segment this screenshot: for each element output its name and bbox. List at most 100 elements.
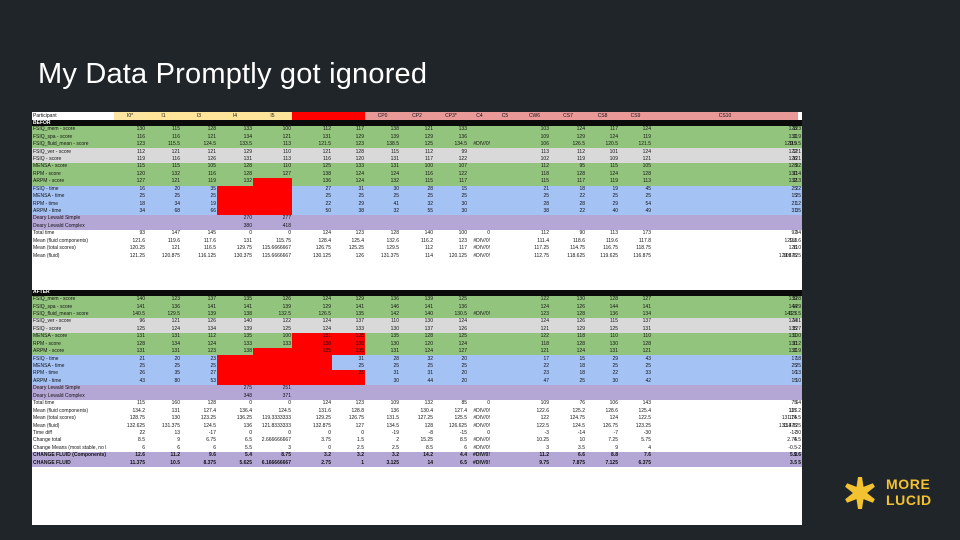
- table-cell[interactable]: 131.5: [386, 415, 399, 422]
- table-cell[interactable]: -19: [391, 429, 399, 436]
- table-cell[interactable]: 125.25: [348, 245, 364, 252]
- table-cell[interactable]: 20: [461, 370, 467, 377]
- table-cell[interactable]: [491, 326, 519, 333]
- table-cell[interactable]: 139: [282, 303, 291, 310]
- table-cell[interactable]: 130: [390, 325, 399, 332]
- table-cell[interactable]: 112: [425, 245, 433, 252]
- table-cell[interactable]: 140: [424, 310, 433, 317]
- table-cell[interactable]: 134.2: [132, 407, 145, 414]
- table-cell[interactable]: 112: [793, 340, 801, 347]
- table-cell[interactable]: 75: [791, 400, 797, 407]
- table-cell[interactable]: 418: [282, 222, 291, 229]
- table-cell[interactable]: 141: [424, 303, 433, 310]
- table-cell[interactable]: 124.75: [569, 415, 585, 422]
- table-cell[interactable]: 128: [243, 170, 252, 177]
- table-cell[interactable]: [468, 333, 491, 340]
- table-cell[interactable]: 15: [461, 185, 467, 192]
- table-cell[interactable]: 90: [579, 230, 585, 237]
- table-cell[interactable]: 130: [576, 296, 585, 303]
- table-cell[interactable]: 124: [322, 318, 331, 325]
- table-cell[interactable]: 137: [207, 296, 216, 303]
- table-cell[interactable]: 131: [171, 333, 180, 340]
- table-cell[interactable]: [586, 385, 619, 392]
- table-cell[interactable]: 105: [642, 163, 651, 170]
- table-cell[interactable]: 127: [136, 178, 145, 185]
- table-cell[interactable]: 116: [172, 133, 180, 140]
- table-cell[interactable]: 105: [207, 163, 216, 170]
- table-cell[interactable]: [491, 178, 519, 185]
- table-cell[interactable]: [491, 186, 519, 193]
- table-cell[interactable]: 270: [243, 215, 252, 222]
- table-cell[interactable]: 126: [788, 245, 797, 252]
- table-cell[interactable]: 121.6: [132, 237, 145, 244]
- row-label[interactable]: Mean (fluid): [33, 422, 60, 429]
- table-cell[interactable]: 132: [243, 178, 252, 185]
- table-cell[interactable]: [468, 186, 491, 193]
- column-header[interactable]: C4: [468, 112, 491, 120]
- table-cell[interactable]: 99: [461, 148, 467, 155]
- table-cell[interactable]: 132.6: [386, 237, 399, 244]
- table-cell[interactable]: 109.625: [782, 252, 801, 259]
- table-cell[interactable]: [687, 393, 802, 400]
- table-cell[interactable]: 140: [243, 318, 252, 325]
- table-cell[interactable]: 30: [461, 200, 467, 207]
- table-cell[interactable]: 126: [576, 303, 585, 310]
- table-cell[interactable]: 117: [425, 155, 433, 162]
- table-cell[interactable]: 127: [282, 170, 291, 177]
- table-cell[interactable]: [687, 223, 802, 230]
- table-cell[interactable]: 160: [171, 400, 180, 407]
- table-cell[interactable]: 143: [642, 400, 651, 407]
- table-cell[interactable]: [491, 163, 519, 170]
- table-cell[interactable]: 122: [788, 148, 797, 155]
- table-cell[interactable]: [468, 370, 491, 377]
- table-cell[interactable]: 100: [458, 230, 467, 237]
- table-cell[interactable]: 117.2: [788, 407, 801, 414]
- table-cell[interactable]: [586, 393, 619, 400]
- table-cell[interactable]: 113: [283, 155, 291, 162]
- table-cell[interactable]: 133: [243, 126, 252, 133]
- table-cell[interactable]: 20: [174, 355, 180, 362]
- row-label[interactable]: MENSA - score: [33, 333, 68, 340]
- column-header[interactable]: Participant: [32, 112, 114, 120]
- row-label[interactable]: CHANGE FLUID: [33, 459, 71, 466]
- table-cell[interactable]: 28: [393, 355, 399, 362]
- table-cell[interactable]: 136: [458, 133, 467, 140]
- table-cell[interactable]: 122: [540, 415, 549, 422]
- table-cell[interactable]: #DIV/0!: [473, 422, 490, 429]
- table-cell[interactable]: 275: [243, 385, 252, 392]
- table-cell[interactable]: 125: [609, 325, 618, 332]
- table-cell[interactable]: 146: [390, 303, 399, 310]
- table-cell[interactable]: 120.5: [605, 141, 618, 148]
- table-cell[interactable]: 0: [249, 230, 252, 237]
- row-label[interactable]: Mean (total scores): [33, 245, 76, 252]
- table-cell[interactable]: 141: [207, 303, 216, 310]
- table-cell[interactable]: 123: [792, 126, 801, 133]
- table-cell[interactable]: [332, 385, 365, 392]
- table-cell[interactable]: 121: [207, 148, 216, 155]
- table-cell[interactable]: [687, 385, 802, 392]
- table-cell[interactable]: 147: [171, 230, 180, 237]
- table-cell[interactable]: 131: [292, 333, 332, 341]
- table-cell[interactable]: [491, 333, 519, 340]
- row-label[interactable]: FSIQ - score: [33, 325, 62, 332]
- table-cell[interactable]: 140: [136, 296, 145, 303]
- table-cell[interactable]: 137: [424, 325, 433, 332]
- table-cell[interactable]: 6.375: [638, 459, 651, 466]
- table-cell[interactable]: 123: [355, 230, 364, 237]
- row-label[interactable]: FSIQ - time: [33, 355, 59, 362]
- table-cell[interactable]: [550, 215, 586, 222]
- table-cell[interactable]: [181, 215, 217, 222]
- table-cell[interactable]: 135: [390, 333, 399, 340]
- table-cell[interactable]: 119: [577, 155, 585, 162]
- table-cell[interactable]: [292, 370, 332, 378]
- table-cell[interactable]: 128: [243, 163, 252, 170]
- table-cell[interactable]: 125: [458, 333, 467, 340]
- table-cell[interactable]: [491, 238, 519, 245]
- table-cell[interactable]: #DIV/0!: [473, 141, 490, 148]
- table-cell[interactable]: 127: [355, 422, 364, 429]
- table-cell[interactable]: 121: [792, 148, 801, 155]
- row-label[interactable]: RPM - time: [33, 370, 58, 377]
- table-cell[interactable]: 115.6666667: [262, 252, 291, 259]
- table-cell[interactable]: 11.2: [170, 452, 180, 459]
- table-cell[interactable]: 139: [390, 133, 399, 140]
